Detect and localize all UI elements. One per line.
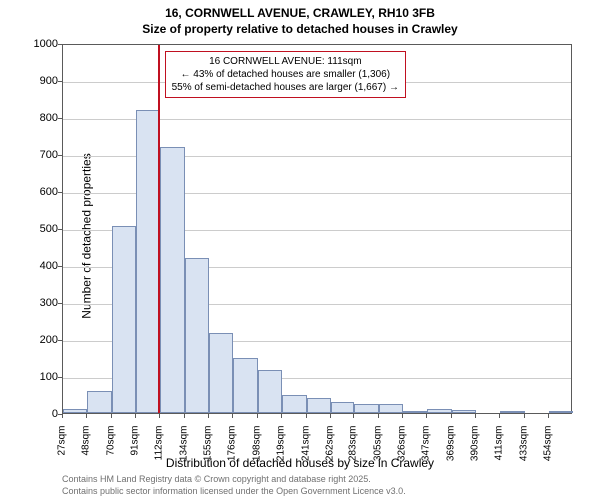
x-tick [499, 414, 500, 418]
x-tick [353, 414, 354, 418]
x-tick [257, 414, 258, 418]
x-tick [184, 414, 185, 418]
x-tick [232, 414, 233, 418]
histogram-bar [233, 358, 258, 414]
x-tick [135, 414, 136, 418]
x-tick [524, 414, 525, 418]
histogram-bar [209, 333, 233, 413]
y-tick-label: 600 [18, 186, 58, 198]
x-tick [306, 414, 307, 418]
x-tick [378, 414, 379, 418]
x-tick [402, 414, 403, 418]
y-tick-label: 100 [18, 371, 58, 383]
annotation-line1: 16 CORNWELL AVENUE: 111sqm [172, 55, 399, 68]
y-tick-label: 700 [18, 149, 58, 161]
x-tick [475, 414, 476, 418]
histogram-bar [258, 370, 282, 413]
histogram-bar [331, 402, 355, 413]
histogram-bar [379, 404, 403, 413]
y-tick-label: 300 [18, 297, 58, 309]
histogram-bar [452, 410, 476, 413]
annotation-line3: 55% of semi-detached houses are larger (… [172, 81, 399, 94]
annotation-box: 16 CORNWELL AVENUE: 111sqm ← 43% of deta… [165, 51, 406, 98]
y-tick-label: 1000 [18, 38, 58, 50]
x-axis-label: Distribution of detached houses by size … [0, 456, 600, 470]
y-tick-label: 200 [18, 334, 58, 346]
histogram-bar [63, 409, 87, 413]
histogram-bar [136, 110, 160, 413]
x-tick [159, 414, 160, 418]
x-tick [426, 414, 427, 418]
histogram-chart: 16, CORNWELL AVENUE, CRAWLEY, RH10 3FB S… [0, 0, 600, 500]
marker-line [158, 45, 160, 413]
histogram-bar [185, 258, 209, 413]
plot-area: 16 CORNWELL AVENUE: 111sqm ← 43% of deta… [62, 44, 572, 414]
histogram-bar [282, 395, 307, 414]
x-tick [281, 414, 282, 418]
y-tick-label: 800 [18, 112, 58, 124]
x-tick [451, 414, 452, 418]
histogram-bar [307, 398, 331, 413]
histogram-bar [403, 411, 427, 413]
footer-line2: Contains public sector information licen… [62, 486, 406, 496]
y-tick-label: 900 [18, 75, 58, 87]
histogram-bar [87, 391, 112, 413]
x-tick [86, 414, 87, 418]
histogram-bar [160, 147, 185, 413]
footer-line1: Contains HM Land Registry data © Crown c… [62, 474, 371, 484]
histogram-bar [427, 409, 452, 413]
x-tick [111, 414, 112, 418]
chart-title-line1: 16, CORNWELL AVENUE, CRAWLEY, RH10 3FB [0, 6, 600, 20]
histogram-bar [354, 404, 379, 413]
x-tick [548, 414, 549, 418]
y-tick-label: 500 [18, 223, 58, 235]
annotation-line2: ← 43% of detached houses are smaller (1,… [172, 68, 399, 81]
histogram-bar [500, 411, 525, 413]
x-tick [62, 414, 63, 418]
x-tick [330, 414, 331, 418]
histogram-bar [112, 226, 136, 413]
y-tick-label: 400 [18, 260, 58, 272]
chart-title-line2: Size of property relative to detached ho… [0, 22, 600, 36]
y-tick-label: 0 [18, 408, 58, 420]
histogram-bar [549, 411, 573, 413]
x-tick [208, 414, 209, 418]
